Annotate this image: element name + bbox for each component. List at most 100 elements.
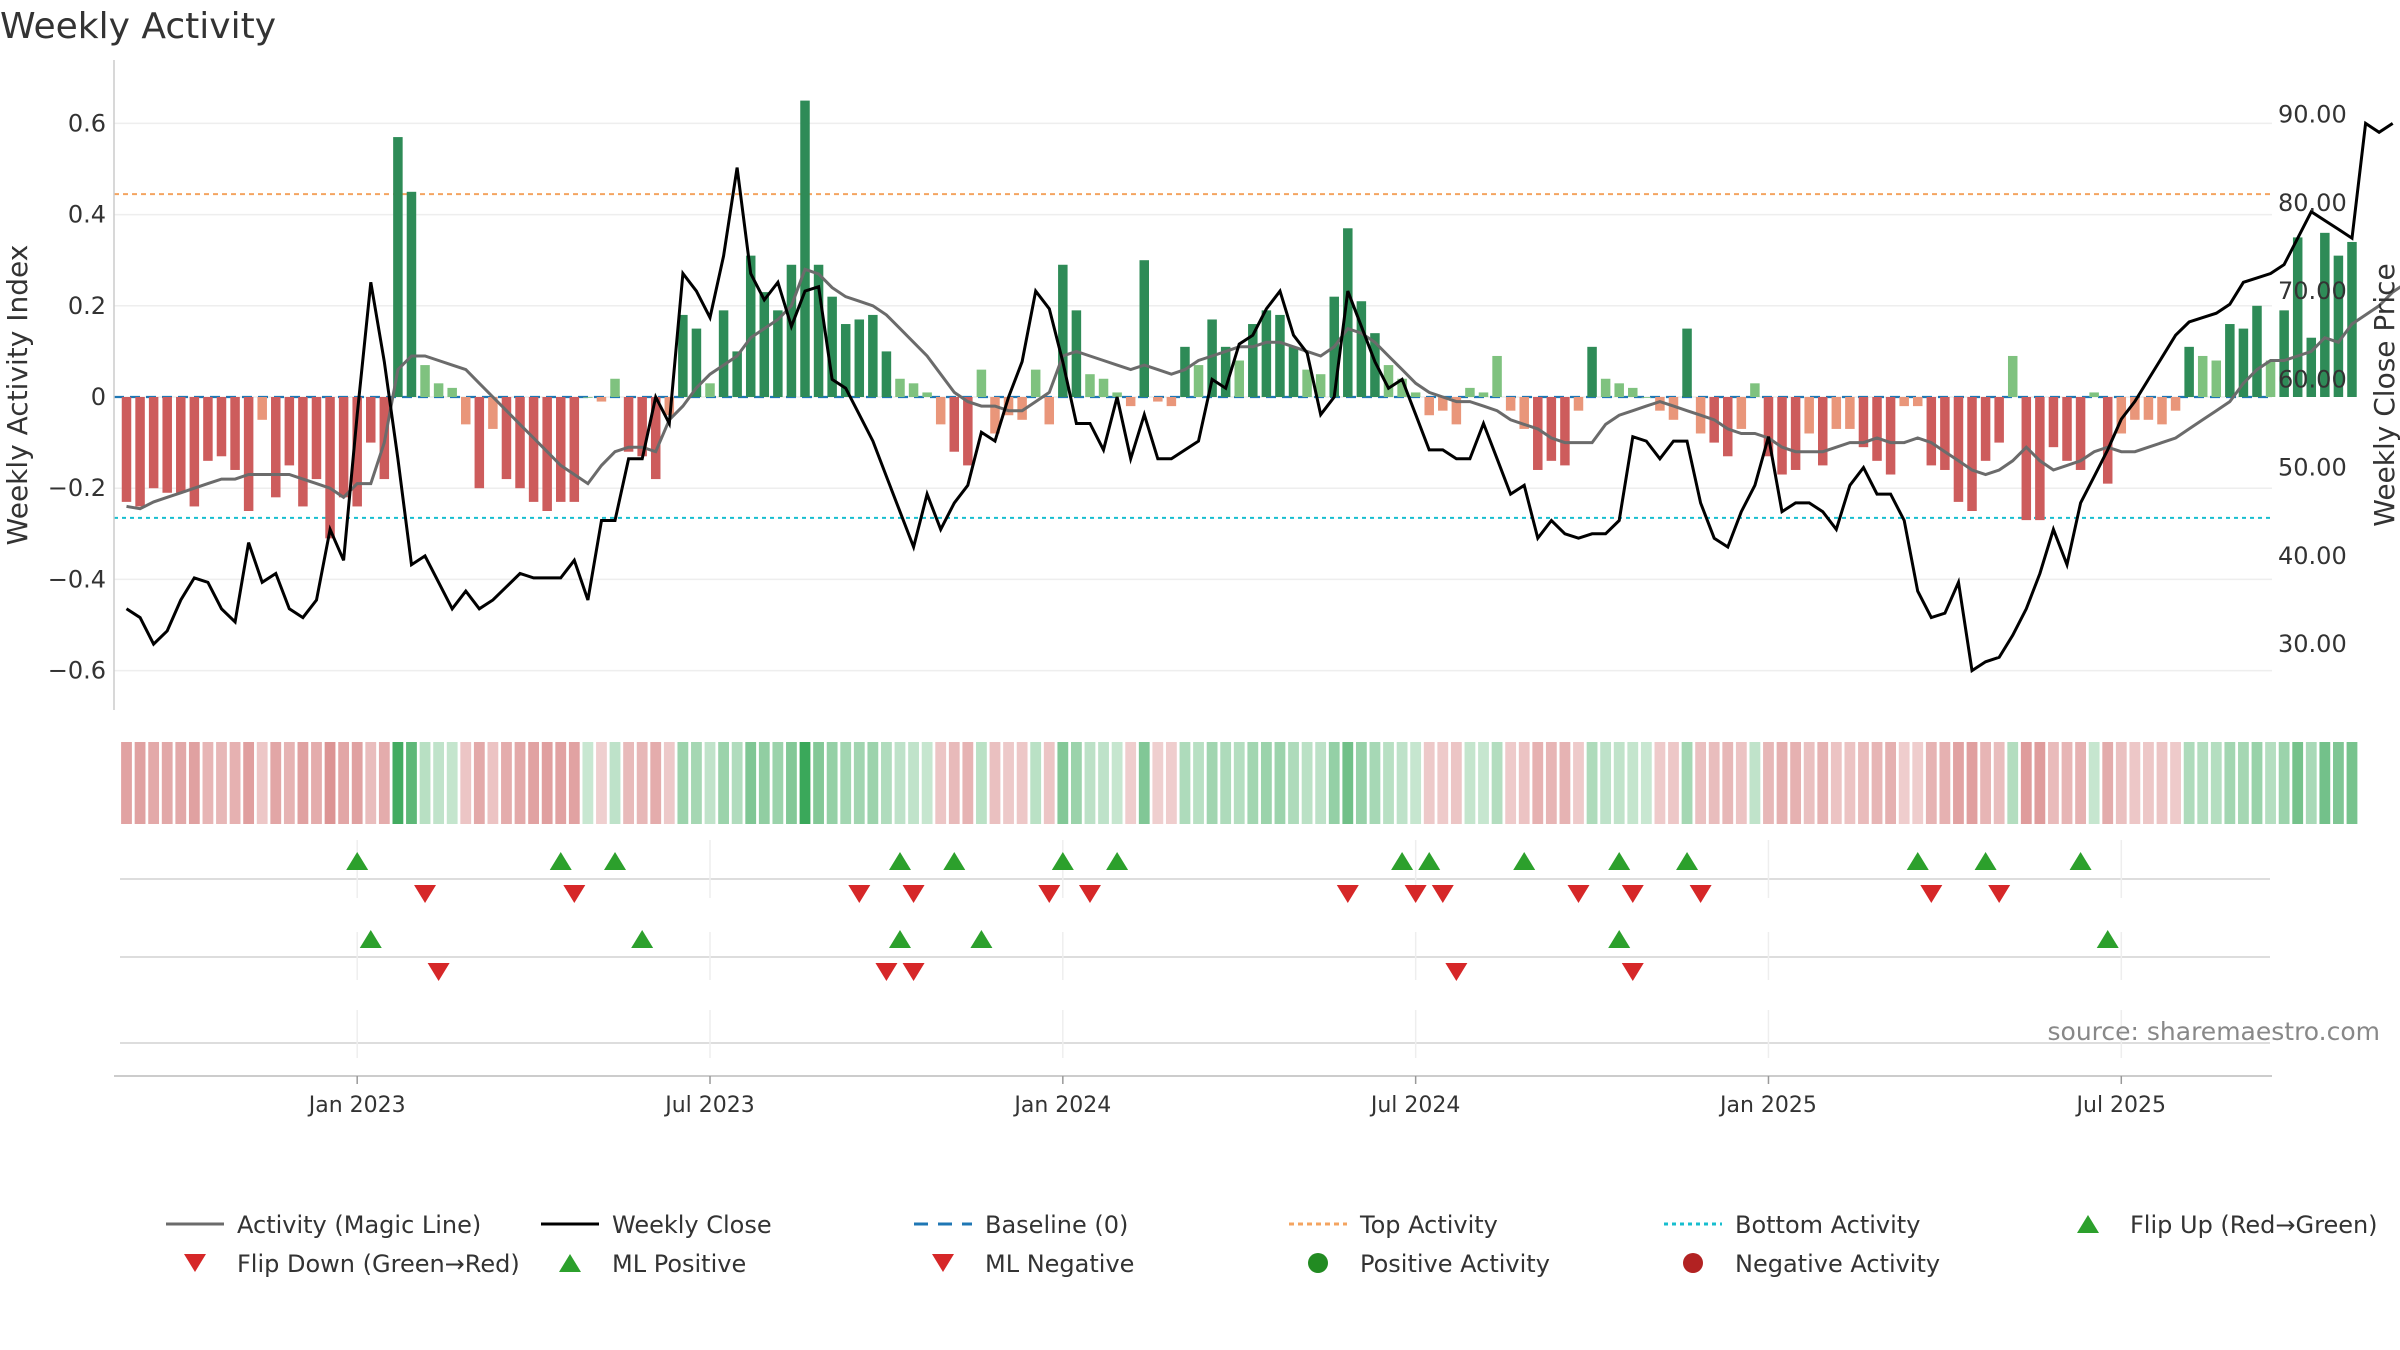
heat-cell [2278,742,2290,824]
heat-cell [1098,742,1109,824]
activity-bar [1017,397,1027,420]
heat-cell [2197,742,2209,824]
activity-bar [501,397,512,480]
activity-bar [1166,397,1177,407]
heat-cell [1681,742,1693,824]
heat-cell [297,742,309,824]
activity-bar [1180,346,1190,397]
heat-cell [1803,742,1815,824]
heat-cell [1993,742,2005,824]
activity-bar [2252,305,2262,397]
activity-bar [922,392,932,397]
heat-cell [826,742,838,824]
heat-cell [935,742,947,824]
heat-cell [2115,742,2127,824]
heat-cell [256,742,268,824]
activity-bar [1248,324,1258,397]
activity-bar [1600,378,1611,397]
activity-bar [1641,397,1652,398]
heat-cell [270,742,282,824]
heat-cell [1301,742,1313,824]
heat-cell [1369,742,1381,824]
heat-cell [1125,742,1137,824]
heat-cell [1953,742,1964,824]
activity-bar [1912,397,1923,407]
heat-cell [243,742,255,824]
activity-bar [555,397,566,502]
heat-cell [1858,742,1869,824]
activity-bar [1451,397,1462,425]
activity-bar [433,383,444,397]
heat-cell [1640,742,1652,824]
heat-cell [324,742,336,824]
flip-up-marker [1418,852,1441,870]
heat-cell [1898,742,1910,824]
flip-up-marker [2069,852,2092,870]
heat-cell [446,742,458,824]
activity-bar [203,397,213,461]
heat-cell [799,742,811,824]
activity-bar [1153,397,1163,402]
heat-cell [867,742,879,824]
activity-bar [1926,397,1937,466]
activity-bar [1533,397,1543,470]
activity-bar [1125,397,1136,407]
heat-cell [2305,742,2317,824]
activity-bar [257,397,267,420]
activity-bar [705,383,715,397]
heat-cell [121,742,132,824]
activity-bar [366,397,376,443]
heat-cell [1912,742,1924,824]
legend-swatch [932,1254,954,1272]
activity-bar [1207,319,1217,397]
ml-positive-marker [1608,930,1631,948]
activity-bar [2265,360,2276,397]
heat-cell [1355,742,1367,824]
heat-cell [1600,742,1612,824]
activity-bar [1872,397,1882,461]
activity-bar [2035,397,2045,521]
activity-bar [1234,360,1244,397]
activity-bar [1343,228,1353,397]
heat-cell [1478,742,1489,824]
legend-swatch [184,1254,206,1272]
activity-bar [311,397,322,480]
activity-bar [786,264,797,397]
activity-bar [2333,255,2344,397]
heat-cell [2210,742,2222,824]
heat-cell [1247,742,1259,824]
flip-down-marker [1567,885,1590,903]
activity-bar [1370,333,1380,397]
heat-cell [1532,742,1544,824]
legend-swatch [2077,1215,2099,1233]
y2-tick-label: 50.00 [2278,454,2347,482]
heat-cell [473,742,485,824]
x-tick-label: Jan 2024 [1012,1093,1111,1118]
activity-bar [2007,355,2018,397]
flip-down-marker [1431,885,1454,903]
ml-negative-marker [1621,963,1644,981]
heat-cell [1586,742,1598,824]
heat-cell [1111,742,1123,824]
heat-cell [216,742,227,824]
activity-bar [2347,241,2357,397]
heat-cell [2034,742,2046,824]
activity-bar [1193,365,1204,397]
chart-title: Weekly Activity [0,6,276,47]
heat-cell [338,742,350,824]
activity-bar [1261,310,1272,397]
activity-bar [1723,397,1733,457]
ml-positive-marker [888,930,911,948]
signal-rows [120,840,2270,1058]
activity-bar [1790,397,1801,470]
heat-cell [1545,742,1557,824]
heat-cell [1179,742,1191,824]
flip-down-marker [563,885,586,903]
activity-bar [1139,260,1149,397]
heat-cell [596,742,607,824]
activity-heatstrip [121,742,2358,824]
flip-down-marker [1038,885,1061,903]
heat-cell [1084,742,1096,824]
heat-cell [1423,742,1435,824]
activity-bar [1424,397,1434,416]
